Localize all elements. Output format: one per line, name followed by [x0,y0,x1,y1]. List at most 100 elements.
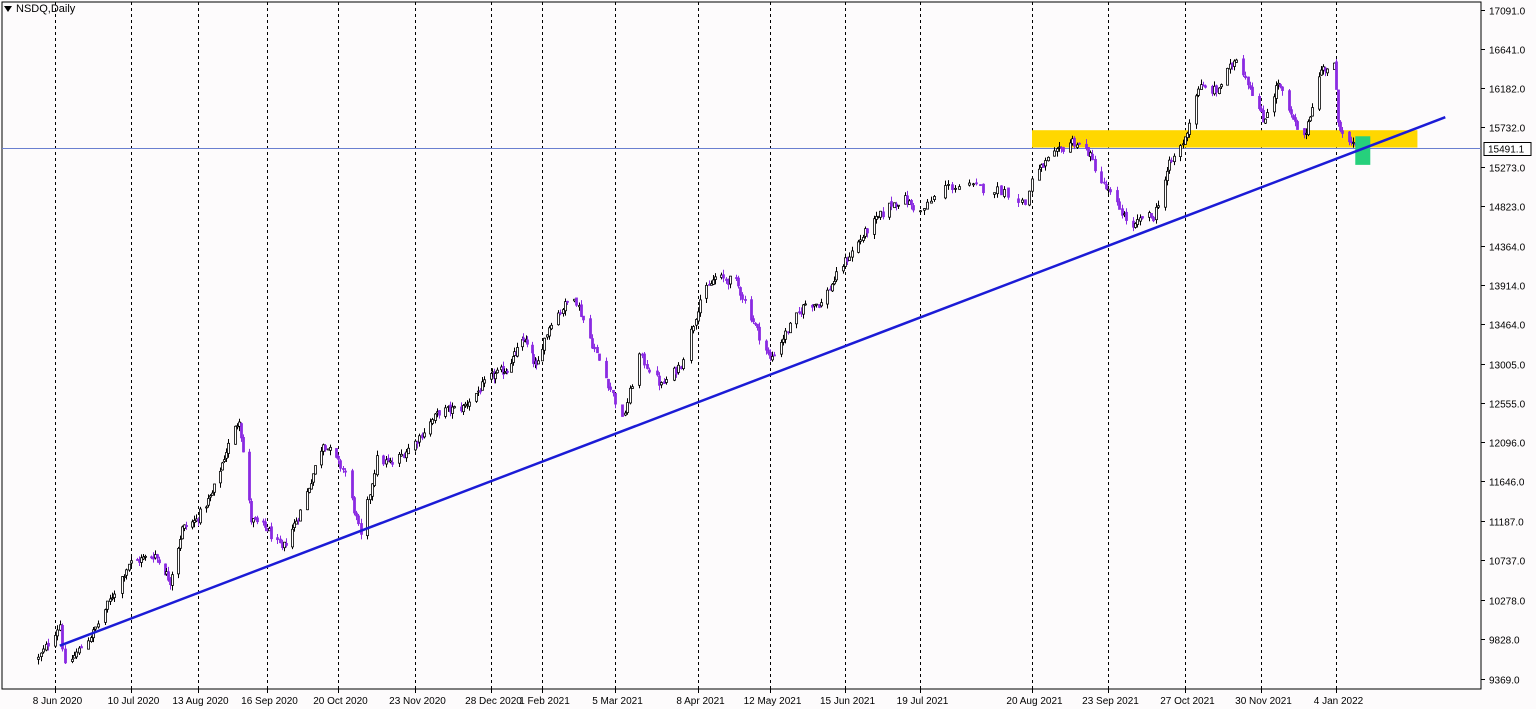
candle-body [512,356,515,363]
candle-body [1121,208,1124,216]
candle-body [1204,85,1207,88]
candle-body [373,473,376,486]
candle-body [906,195,909,205]
candle-body [510,363,513,373]
x-tick-label: 20 Aug 2021 [1006,696,1063,707]
candle-body [677,364,680,373]
candle-body [423,432,426,438]
x-tick-label: 12 May 2021 [744,696,802,707]
x-tick-label: 23 Nov 2020 [389,696,446,707]
candle-body [1337,89,1340,123]
x-tick-label: 30 Nov 2021 [1235,696,1292,707]
candle-body [629,387,632,404]
candle-body [631,386,634,389]
candle-body [87,640,90,650]
candle-body [1235,59,1238,63]
candle-body [376,455,379,476]
collapse-triangle-icon[interactable] [4,6,12,12]
candle-body [1116,190,1119,203]
candle-body [40,652,43,657]
chart-title[interactable]: NSDQ,Daily [4,3,75,15]
candle-body [612,389,615,394]
candle-body [804,303,807,306]
candle-body [756,323,759,328]
candle-body [714,276,717,280]
candle-body [1320,69,1323,76]
candle-body [665,379,668,383]
candle-body [833,281,836,285]
candle-body [888,202,891,218]
candle-body [416,442,419,444]
candle-body [1053,150,1056,157]
candle-body [968,182,971,186]
candle-body [866,228,869,234]
candle-body [1303,128,1306,136]
candle-body [144,555,147,558]
candle-body [910,200,913,206]
candle-body [750,299,753,321]
candle-body [125,569,128,576]
candle-body [526,339,529,345]
candle-body [648,369,651,373]
candle-body [859,239,862,242]
candle-body [475,393,478,402]
candle-body [94,626,97,630]
candle-body [385,459,388,465]
candle-body [566,300,569,303]
candle-body [1220,84,1223,88]
candle-body [1173,155,1176,163]
candle-body [37,656,40,660]
candle-body [737,277,740,287]
y-tick-label: 11646.0 [1489,478,1525,489]
candle-body [682,359,685,369]
y-tick-label: 17091.0 [1489,7,1526,18]
x-tick-label: 16 Sep 2020 [241,696,298,707]
candle-body [1264,118,1267,124]
candle-body [64,648,67,664]
candle-body [930,200,933,204]
candle-body [842,266,845,272]
candle-body [1200,84,1203,90]
candle-body [1157,205,1160,208]
candle-body [769,352,772,359]
candle-body [1309,116,1312,122]
candle-body [1125,211,1128,221]
candle-body [752,318,755,323]
candle-body [451,406,454,414]
candle-body [624,412,627,416]
candle-body [75,651,78,658]
candle-body [1073,137,1076,147]
candle-body [598,353,601,361]
candle-body [369,494,372,501]
candle-body [1021,199,1024,203]
candle-body [308,487,311,493]
candle-body [1047,156,1050,162]
candle-body [1085,143,1088,150]
x-tick-label: 1 Feb 2021 [519,696,570,707]
candle-body [844,257,847,267]
candle-body [1141,216,1144,219]
candle-body [982,183,985,194]
candle-body [213,483,216,493]
candle-body [355,512,358,517]
candle-body [262,520,265,523]
candle-body [78,647,81,654]
candle-body [944,185,947,199]
candle-body [193,520,196,523]
y-tick-label: 9369.0 [1489,676,1520,687]
candle-body [306,491,309,511]
candle-body [593,346,596,350]
candle-body [1109,189,1112,193]
candle-body [780,342,783,355]
candle-body [516,347,519,357]
x-tick-label: 27 Oct 2021 [1160,696,1215,707]
candle-body [879,210,882,218]
candle-body [223,459,226,462]
x-tick-label: 5 Mar 2021 [592,696,643,707]
x-tick-label: 15 Jun 2021 [820,696,875,707]
candle-body [1262,109,1265,123]
candle-body [250,501,253,523]
candle-body [1062,147,1065,152]
candle-body [140,557,143,563]
